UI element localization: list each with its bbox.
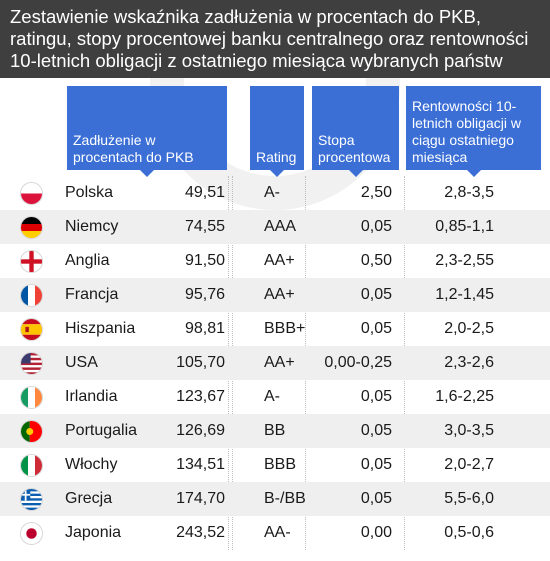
table-row: USA 105,70 AA+ 0,00-0,25 2,3-2,6 [0,346,550,380]
table-row: Grecja 174,70 B-/BB 0,05 5,5-6,0 [0,482,550,516]
country-name: Portugalia [65,422,138,439]
header-interest-rate: Stopa procentowa [312,86,399,177]
rate-value: 2,50 [360,184,392,201]
debt-value: 105,70 [176,354,225,371]
table-row: Polska 49,51 A- 2,50 2,8-3,5 [0,176,550,210]
debt-value: 98,81 [184,320,225,337]
rate-value: 0,00 [360,524,392,541]
rating-value: A- [264,388,280,405]
country-name: Anglia [65,252,110,269]
yield-value: 2,3-2,55 [435,252,494,269]
debt-value: 134,51 [176,456,225,473]
country-name: Niemcy [65,218,119,235]
rating-value: BBB+ [264,320,306,337]
poland-flag-icon [20,182,43,205]
usa-flag-icon [20,352,43,375]
debt-value: 174,70 [176,490,225,507]
england-flag-icon [20,250,43,273]
table-row: Portugalia 126,69 BB 0,05 3,0-3,5 [0,414,550,448]
ireland-flag-icon [20,386,43,409]
rating-value: AAA [264,218,297,235]
yield-value: 2,0-2,7 [444,456,494,473]
table-row: Francja 95,76 AA+ 0,05 1,2-1,45 [0,278,550,312]
france-flag-icon [20,284,43,307]
debt-value: 243,52 [176,524,225,541]
country-name: Japonia [65,524,122,541]
table-row: Hiszpania 98,81 BBB+ 0,05 2,0-2,5 [0,312,550,346]
rating-value: AA+ [264,252,295,269]
debt-value: 49,51 [184,184,225,201]
country-name: Francja [65,286,119,303]
japan-flag-icon [20,522,43,545]
rating-value: BB [264,422,286,439]
debt-value: 123,67 [176,388,225,405]
rate-value: 0,05 [360,422,392,439]
rate-value: 0,00-0,25 [324,354,392,371]
yield-value: 0,5-0,6 [444,524,494,541]
greece-flag-icon [20,488,43,511]
rating-value: A- [264,184,280,201]
rating-value: AA- [264,524,291,541]
header-bond-yield: Rentowności 10-letnich obligacji w ciągu… [406,86,541,177]
country-name: USA [65,354,98,371]
table-body: Polska 49,51 A- 2,50 2,8-3,5 Niemcy 74,5… [0,176,550,550]
header-rating: Rating [250,86,304,177]
country-name: Hiszpania [65,320,136,337]
title-bar: Zestawienie wskaźnika zadłużenia w proce… [0,0,550,78]
yield-value: 1,2-1,45 [435,286,494,303]
germany-flag-icon [20,216,43,239]
yield-value: 5,5-6,0 [444,490,494,507]
yield-value: 3,0-3,5 [444,422,494,439]
yield-value: 1,6-2,25 [435,388,494,405]
yield-value: 2,0-2,5 [444,320,494,337]
rating-value: AA+ [264,286,295,303]
rate-value: 0,05 [360,320,392,337]
table-row: Włochy 134,51 BBB 0,05 2,0-2,7 [0,448,550,482]
table-row: Niemcy 74,55 AAA 0,05 0,85-1,1 [0,210,550,244]
country-name: Włochy [65,456,118,473]
italy-flag-icon [20,454,43,477]
debt-value: 91,50 [184,252,225,269]
rating-value: B-/BB [264,490,306,507]
rate-value: 0,05 [360,388,392,405]
rate-value: 0,05 [360,286,392,303]
debt-value: 126,69 [176,422,225,439]
table-row: Anglia 91,50 AA+ 0,50 2,3-2,55 [0,244,550,278]
yield-value: 0,85-1,1 [435,218,494,235]
yield-value: 2,3-2,6 [444,354,494,371]
yield-value: 2,8-3,5 [444,184,494,201]
rate-value: 0,50 [360,252,392,269]
spain-flag-icon [20,318,43,341]
debt-value: 95,76 [184,286,225,303]
table-row: Japonia 243,52 AA- 0,00 0,5-0,6 [0,516,550,550]
header-debt: Zadłużenie w procentach do PKB [67,86,227,177]
rating-value: BBB [264,456,297,473]
rate-value: 0,05 [360,218,392,235]
country-name: Irlandia [65,388,118,405]
table-row: Irlandia 123,67 A- 0,05 1,6-2,25 [0,380,550,414]
country-name: Polska [65,184,114,201]
rate-value: 0,05 [360,490,392,507]
portugal-flag-icon [20,420,43,443]
page-title: Zestawienie wskaźnika zadłużenia w proce… [10,6,529,71]
rating-value: AA+ [264,354,295,371]
rate-value: 0,05 [360,456,392,473]
country-name: Grecja [65,490,113,507]
debt-value: 74,55 [184,218,225,235]
